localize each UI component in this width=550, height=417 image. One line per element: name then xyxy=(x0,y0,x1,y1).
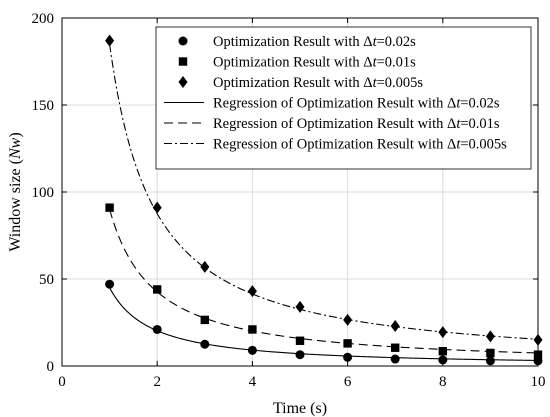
y-tick-label: 0 xyxy=(47,359,55,375)
data-point-circle xyxy=(295,350,305,360)
data-point-circle xyxy=(438,355,448,365)
x-tick-label: 8 xyxy=(439,374,447,390)
data-point-diamond xyxy=(343,313,353,326)
data-point-circle xyxy=(200,339,210,349)
data-point-square xyxy=(153,285,162,294)
data-point-square xyxy=(391,343,400,352)
y-tick-label: 100 xyxy=(32,185,55,201)
x-tick-label: 2 xyxy=(153,374,161,390)
data-point-square xyxy=(438,347,447,356)
data-point-square xyxy=(200,315,209,325)
legend-marker-diamond xyxy=(178,76,188,88)
data-point-diamond xyxy=(390,319,400,332)
data-point-diamond xyxy=(485,330,495,343)
y-tick-label: 150 xyxy=(32,98,55,114)
data-point-diamond xyxy=(247,285,257,298)
data-markers xyxy=(105,34,543,366)
x-tick-label: 6 xyxy=(344,374,352,390)
y-tick-label: 200 xyxy=(32,11,55,27)
data-point-diamond xyxy=(152,201,162,214)
data-point-circle xyxy=(152,324,162,334)
y-axis: 0 50 100 150 200 xyxy=(32,11,538,375)
data-point-square xyxy=(486,348,495,358)
legend: Optimization Result with Δt=0.02s Optimiz… xyxy=(155,26,532,170)
data-point-diamond xyxy=(200,260,210,273)
data-point-circle xyxy=(390,354,400,364)
legend-label: Regression of Optimization Result with Δ… xyxy=(213,137,507,153)
regression-line-dashed xyxy=(109,209,539,354)
y-tick-label: 50 xyxy=(39,272,54,288)
data-point-square xyxy=(343,339,352,348)
legend-label: Optimization Result with Δt=0.005s xyxy=(213,75,423,91)
x-tick-label: 10 xyxy=(531,374,546,390)
legend-label: Optimization Result with Δt=0.01s xyxy=(213,55,416,71)
data-point-circle xyxy=(485,356,495,366)
legend-marker-square xyxy=(178,57,188,66)
data-point-diamond xyxy=(105,34,115,47)
legend-label: Regression of Optimization Result with Δ… xyxy=(213,96,500,112)
legend-marker-circle xyxy=(178,36,188,46)
x-axis: 0 2 4 6 8 10 xyxy=(58,18,546,390)
legend-label: Regression of Optimization Result with Δ… xyxy=(213,116,500,132)
data-point-square xyxy=(248,325,257,334)
data-point-circle xyxy=(247,345,257,355)
legend-label: Optimization Result with Δt=0.02s xyxy=(213,34,416,50)
y-axis-label: Window size (Nw) xyxy=(7,132,24,251)
x-tick-label: 4 xyxy=(249,374,257,390)
data-point-diamond xyxy=(438,326,448,339)
data-point-circle xyxy=(105,279,115,289)
data-point-circle xyxy=(343,352,353,362)
data-point-square xyxy=(295,336,305,345)
regression-line-solid xyxy=(109,287,539,362)
regression-curves xyxy=(109,44,539,362)
legend-box xyxy=(155,26,532,170)
data-point-diamond xyxy=(295,300,305,313)
data-point-square xyxy=(105,203,114,212)
x-tick-label: 0 xyxy=(58,374,66,390)
x-axis-label: Time (s) xyxy=(273,400,327,417)
